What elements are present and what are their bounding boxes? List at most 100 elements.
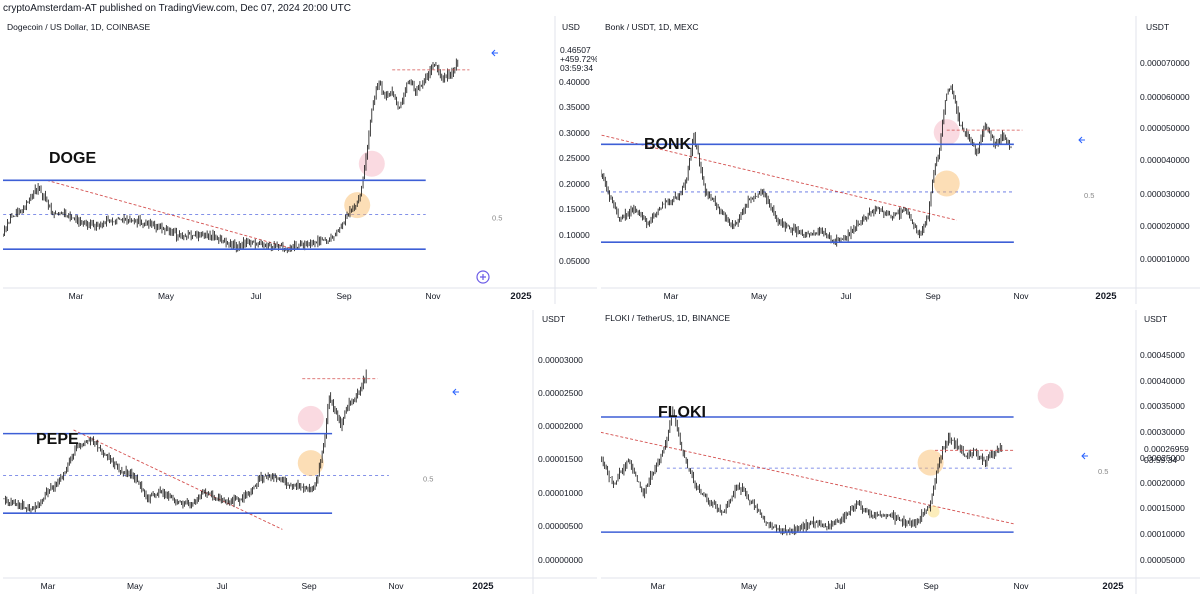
last-price-arrow-icon (1078, 136, 1085, 144)
y-tick-label: 0.00001000 (538, 488, 583, 498)
currency-unit: USDT (1146, 22, 1169, 32)
x-tick-label: Sep (336, 291, 351, 301)
y-tick-label: 0.00002000 (538, 421, 583, 431)
asset-label: PEPE (36, 431, 79, 448)
x-tick-label: May (158, 291, 175, 301)
chart-svg: Dogecoin / US Dollar, 1D, COINBASE USD 0.4… (3, 16, 597, 304)
y-tick-label: 0.000040000 (1140, 155, 1190, 165)
y-tick-label: 0.00000500 (538, 521, 583, 531)
fib-label: 0.5 (1098, 467, 1108, 476)
x-tick-label: Nov (425, 291, 441, 301)
x-tick-label: 2025 (1102, 581, 1124, 592)
x-tick-label: Mar (651, 581, 666, 591)
pink-highlight-circle (297, 405, 324, 432)
asset-label: FLOKI (658, 404, 706, 421)
downtrend-line (601, 134, 957, 221)
current-price-readout: +459.72% (560, 54, 597, 64)
last-price-arrow-icon (452, 388, 459, 396)
x-tick-label: 2025 (1095, 291, 1117, 302)
y-tick-label: 0.00045000 (1140, 350, 1185, 360)
price-series (601, 406, 1003, 536)
chart-svg: Bonk / USDT, 1D, MEXC USDT 0.000070000 0.00… (601, 16, 1200, 304)
y-tick-label: 0.00020000 (1140, 478, 1185, 488)
x-tick-label: Sep (925, 291, 940, 301)
x-tick-label: Sep (301, 581, 316, 591)
last-price-arrow-icon (491, 49, 498, 57)
currency-unit: USD (562, 22, 580, 32)
current-price-readout: 03:59:34 (560, 63, 593, 73)
y-tick-label: 0.25000 (559, 153, 590, 163)
fib-label: 0.5 (492, 213, 502, 222)
pink-highlight-circle (933, 119, 960, 146)
y-tick-label: 0.35000 (559, 102, 590, 112)
fib-label: 0.5 (423, 475, 433, 484)
y-tick-label: 0.00005000 (1140, 555, 1185, 565)
y-tick-label: 0.00030000 (1140, 427, 1185, 437)
x-tick-label: May (127, 581, 144, 591)
y-tick-label: 0.00001500 (538, 454, 583, 464)
y-tick-label: 0.40000 (559, 77, 590, 87)
asset-label: BONK (644, 136, 692, 153)
symbol-title: Bonk / USDT, 1D, MEXC (605, 22, 699, 32)
current-price-readout: 0.00026959 (1144, 444, 1189, 454)
y-tick-label: 0.000070000 (1140, 58, 1190, 68)
orange-highlight-circle (297, 450, 324, 477)
price-series (3, 369, 367, 513)
last-price-arrow-icon (1081, 452, 1088, 460)
y-tick-label: 0.00015000 (1140, 503, 1185, 513)
x-tick-label: Nov (1013, 291, 1029, 301)
x-tick-label: Mar (664, 291, 679, 301)
downtrend-line (73, 429, 283, 530)
pink-highlight-circle (1037, 382, 1064, 409)
symbol-title: FLOKI / TetherUS, 1D, BINANCE (605, 313, 730, 323)
y-tick-label: 0.20000 (559, 179, 590, 189)
orange-highlight-circle (917, 449, 944, 476)
x-tick-label: Nov (388, 581, 404, 591)
y-tick-label: 0.00010000 (1140, 529, 1185, 539)
y-tick-label: 0.00040000 (1140, 376, 1185, 386)
chart-svg: USDT 0.00003000 0.00002500 0.00002000 0.0000… (3, 310, 597, 594)
chart-panel-pepe: USDT 0.00003000 0.00002500 0.00002000 0.0000… (3, 310, 597, 594)
y-tick-label: 0.05000 (559, 256, 590, 266)
downtrend-line (46, 179, 295, 250)
x-tick-label: Jul (251, 291, 262, 301)
chart-panel-floki: FLOKI / TetherUS, 1D, BINANCE USDT 0.00045… (601, 310, 1200, 594)
x-tick-label: Nov (1013, 581, 1029, 591)
x-tick-label: 2025 (510, 291, 532, 302)
y-tick-label: 0.30000 (559, 128, 590, 138)
orange-highlight-circle (933, 170, 960, 197)
symbol-title: Dogecoin / US Dollar, 1D, COINBASE (7, 22, 150, 32)
publisher-caption: cryptoAmsterdam-AT published on TradingV… (3, 3, 351, 14)
y-tick-label: 0.15000 (559, 204, 590, 214)
y-tick-label: 0.000020000 (1140, 221, 1190, 231)
y-tick-label: 0.000060000 (1140, 92, 1190, 102)
currency-unit: USDT (542, 314, 565, 324)
price-series (3, 58, 459, 254)
x-tick-label: Sep (923, 581, 938, 591)
chart-panel-bonk: Bonk / USDT, 1D, MEXC USDT 0.000070000 0.00… (601, 16, 1200, 304)
x-tick-label: Jul (841, 291, 852, 301)
chart-panel-doge: Dogecoin / US Dollar, 1D, COINBASE USD 0.4… (3, 16, 597, 304)
pink-highlight-circle (358, 150, 385, 177)
y-tick-label: 0.00003000 (538, 355, 583, 365)
x-tick-label: Jul (835, 581, 846, 591)
x-tick-label: Mar (41, 581, 56, 591)
currency-unit: USDT (1144, 314, 1167, 324)
y-tick-label: 0.00025000 (1140, 453, 1185, 463)
price-series (601, 84, 1012, 247)
x-tick-label: Mar (69, 291, 84, 301)
add-icon-cross (480, 274, 486, 280)
y-tick-label: 0.00002500 (538, 388, 583, 398)
x-tick-label: Jul (217, 581, 228, 591)
chart-svg: FLOKI / TetherUS, 1D, BINANCE USDT 0.00045… (601, 310, 1200, 594)
y-tick-label: 0.000030000 (1140, 189, 1190, 199)
y-tick-label: 0.10000 (559, 230, 590, 240)
y-tick-label: 0.00035000 (1140, 401, 1185, 411)
add-icon (476, 270, 490, 284)
y-tick-label: 0.00000000 (538, 555, 583, 565)
fib-label: 0.5 (1084, 191, 1094, 200)
y-tick-label: 0.000010000 (1140, 254, 1190, 264)
current-price-readout: 03:59:34 (1144, 455, 1177, 465)
x-tick-label: May (751, 291, 768, 301)
asset-label: DOGE (49, 150, 96, 167)
